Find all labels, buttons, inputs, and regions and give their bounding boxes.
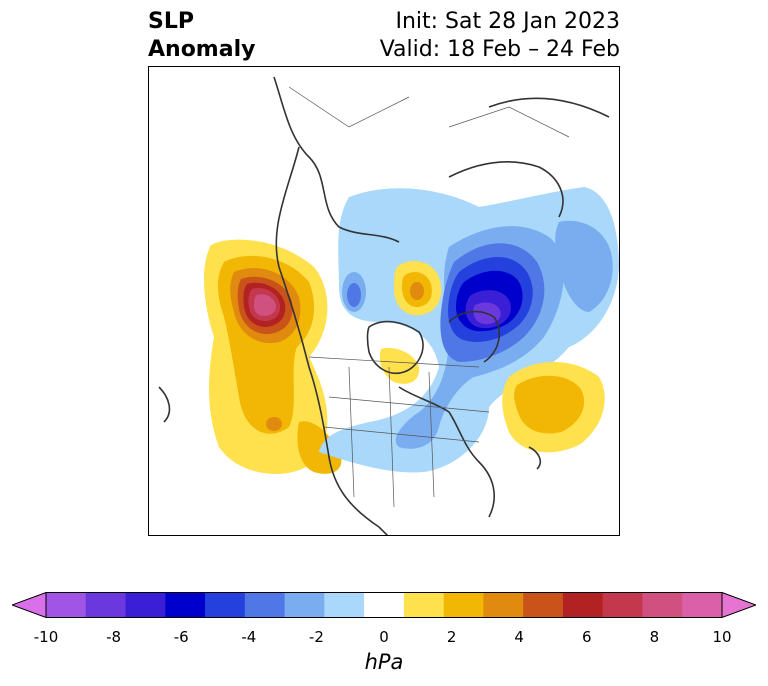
colorbar-cell	[284, 592, 325, 618]
colorbar-cell	[562, 592, 604, 618]
colorbar-cell	[403, 592, 445, 618]
colorbar-tick-label: 6	[582, 628, 592, 646]
colorbar-cell	[205, 592, 246, 618]
colorbar-cell	[46, 592, 87, 618]
colorbar-cell	[364, 592, 405, 618]
colorbar-extend-min	[12, 592, 47, 618]
colorbar-tick-label: -6	[173, 628, 189, 646]
colorbar-cell	[85, 592, 127, 618]
colorbar-cell	[682, 592, 723, 618]
title-anomaly: Anomaly	[148, 37, 256, 62]
colorbar-cell	[324, 592, 365, 618]
atlantic-low-anomaly	[319, 187, 619, 473]
init-date: Init: Sat 28 Jan 2023	[395, 9, 620, 34]
colorbar-units: hPa	[364, 650, 404, 674]
colorbar-tick-label: 10	[712, 628, 732, 646]
colorbar-cell	[443, 592, 484, 618]
colorbar	[12, 592, 756, 618]
colorbar-cell	[165, 592, 206, 618]
valid-range: Valid: 18 Feb – 24 Feb	[379, 37, 620, 62]
colorbar-tick-label: 2	[446, 628, 457, 646]
colorbar-tick-label: -2	[308, 628, 324, 646]
colorbar-cell	[125, 592, 166, 618]
colorbar-tick-label: 0	[379, 628, 389, 646]
map-dates: Init: Sat 28 Jan 2023 Valid: 18 Feb – 24…	[380, 8, 620, 64]
colorbar-tick-label: -4	[241, 628, 257, 646]
slp-anomaly-map	[148, 66, 620, 536]
colorbar-tick-label: -8	[106, 628, 122, 646]
map-title: SLP Anomaly	[148, 8, 255, 64]
colorbar-cell	[523, 592, 564, 618]
arctic-positive-cells	[379, 261, 605, 453]
colorbar-cell	[642, 592, 683, 618]
colorbar-cell	[244, 592, 286, 618]
title-field: SLP	[148, 9, 194, 34]
borders	[288, 86, 570, 508]
colorbar-tick-label: 8	[649, 628, 660, 646]
anomaly-contours	[149, 76, 619, 535]
colorbar-extend-max	[721, 592, 756, 618]
colorbar-cell	[483, 592, 524, 618]
colorbar-tick-label: 4	[514, 628, 524, 646]
colorbar-tick-label: -10	[33, 628, 59, 646]
colorbar-cell	[602, 592, 643, 618]
